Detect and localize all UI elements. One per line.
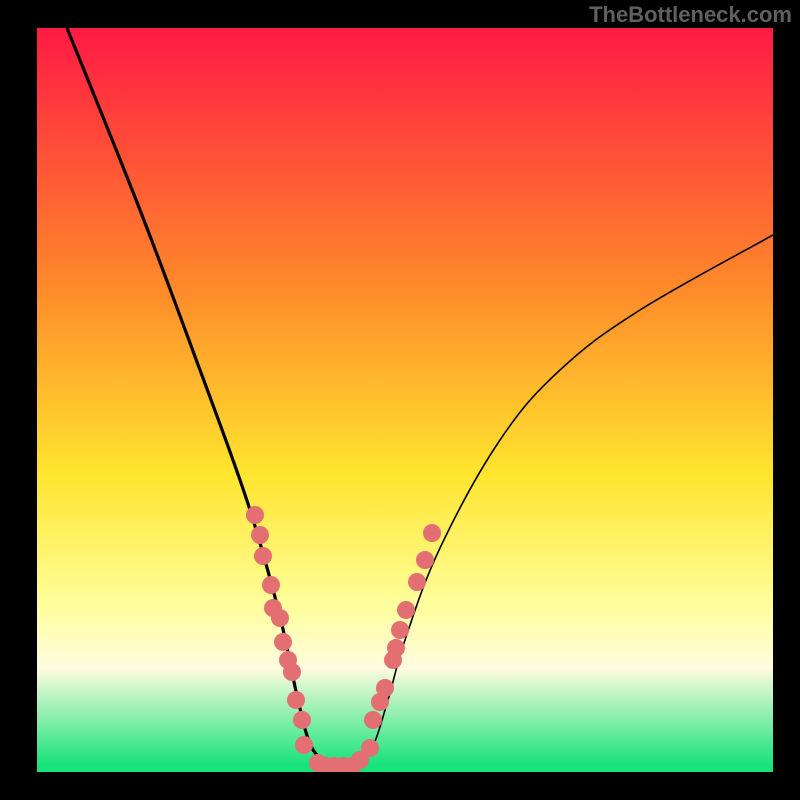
data-marker [271, 609, 289, 627]
data-marker [391, 621, 409, 639]
data-marker [416, 551, 434, 569]
data-marker [293, 711, 311, 729]
data-marker [251, 526, 269, 544]
data-marker [361, 739, 379, 757]
curve-svg [37, 28, 773, 772]
data-marker [397, 601, 415, 619]
data-marker [408, 573, 426, 591]
data-marker [274, 633, 292, 651]
plot-area [37, 28, 773, 772]
marker-group [246, 506, 441, 772]
data-marker [283, 663, 301, 681]
data-marker [423, 524, 441, 542]
data-marker [262, 576, 280, 594]
data-marker [254, 547, 272, 565]
chart-container: { "canvas": { "width": 800, "height": 80… [0, 0, 800, 800]
data-marker [246, 506, 264, 524]
data-marker [364, 711, 382, 729]
data-marker [376, 679, 394, 697]
data-marker [387, 639, 405, 657]
watermark-text: TheBottleneck.com [589, 2, 792, 28]
data-marker [295, 736, 313, 754]
bottleneck-curve-right [332, 235, 773, 767]
data-marker [287, 691, 305, 709]
